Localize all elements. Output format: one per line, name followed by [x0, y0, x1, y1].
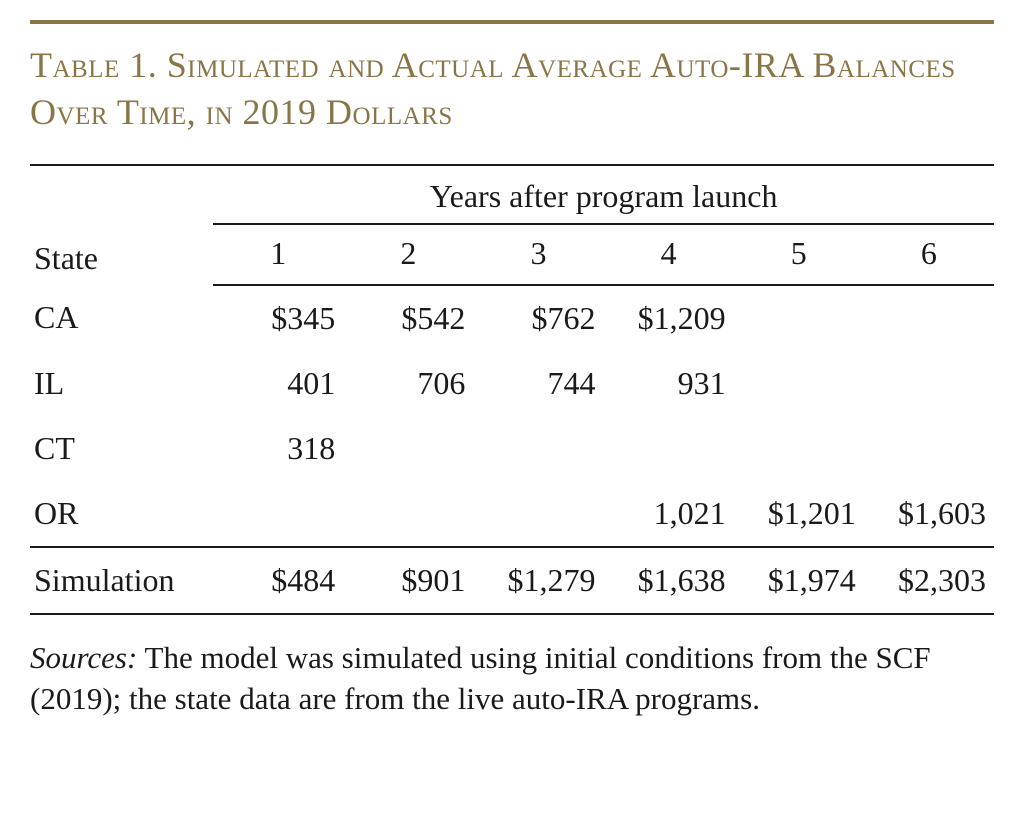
- table-row: IL 401 706 744 931: [30, 351, 994, 416]
- year-column-header: 4: [604, 224, 734, 285]
- value-cell: $345: [213, 285, 343, 351]
- value-cell: $1,603: [864, 481, 994, 547]
- sources-label: Sources:: [30, 640, 137, 675]
- sources-note: Sources: The model was simulated using i…: [30, 637, 994, 721]
- value-cell: $1,279: [473, 547, 603, 614]
- table-row: CT 318: [30, 416, 994, 481]
- value-cell: [473, 416, 603, 481]
- state-cell: CT: [30, 416, 213, 481]
- year-column-header: 5: [734, 224, 864, 285]
- state-column-header: State: [30, 165, 213, 285]
- years-spanning-header: Years after program launch: [213, 165, 994, 224]
- value-cell: [864, 285, 994, 351]
- value-cell: [864, 351, 994, 416]
- data-table: State Years after program launch 1 2 3 4…: [30, 164, 994, 615]
- value-cell: $2,303: [864, 547, 994, 614]
- value-cell: $1,638: [604, 547, 734, 614]
- state-cell: IL: [30, 351, 213, 416]
- year-column-header: 3: [473, 224, 603, 285]
- value-cell: [734, 416, 864, 481]
- value-cell: $1,201: [734, 481, 864, 547]
- value-cell: 706: [343, 351, 473, 416]
- header-row-1: State Years after program launch: [30, 165, 994, 224]
- value-cell: $542: [343, 285, 473, 351]
- table-row: OR 1,021 $1,201 $1,603: [30, 481, 994, 547]
- value-cell: [213, 481, 343, 547]
- value-cell: [604, 416, 734, 481]
- value-cell: $762: [473, 285, 603, 351]
- year-column-header: 1: [213, 224, 343, 285]
- year-column-header: 2: [343, 224, 473, 285]
- value-cell: [343, 481, 473, 547]
- value-cell: [343, 416, 473, 481]
- top-rule: [30, 20, 994, 24]
- table-row: CA $345 $542 $762 $1,209: [30, 285, 994, 351]
- value-cell: $484: [213, 547, 343, 614]
- value-cell: $1,974: [734, 547, 864, 614]
- value-cell: 401: [213, 351, 343, 416]
- value-cell: 931: [604, 351, 734, 416]
- sources-text: The model was simulated using initial co…: [30, 640, 931, 717]
- value-cell: 1,021: [604, 481, 734, 547]
- table-title: Table 1. Simulated and Actual Average Au…: [30, 42, 994, 136]
- value-cell: $901: [343, 547, 473, 614]
- value-cell: 744: [473, 351, 603, 416]
- value-cell: [864, 416, 994, 481]
- state-cell: OR: [30, 481, 213, 547]
- value-cell: [734, 351, 864, 416]
- state-cell: CA: [30, 285, 213, 351]
- table-container: Table 1. Simulated and Actual Average Au…: [30, 20, 994, 720]
- value-cell: 318: [213, 416, 343, 481]
- value-cell: [734, 285, 864, 351]
- value-cell: $1,209: [604, 285, 734, 351]
- simulation-row: Simulation $484 $901 $1,279 $1,638 $1,97…: [30, 547, 994, 614]
- value-cell: [473, 481, 603, 547]
- state-cell: Simulation: [30, 547, 213, 614]
- year-column-header: 6: [864, 224, 994, 285]
